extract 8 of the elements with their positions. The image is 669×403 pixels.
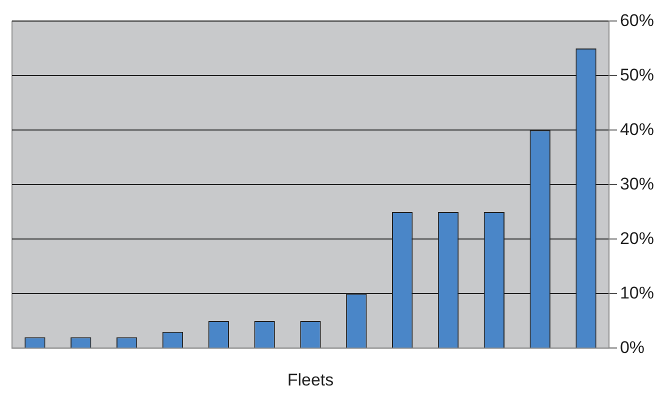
y-tick-label: 60% <box>620 10 654 30</box>
y-tick-label: 40% <box>620 120 654 139</box>
y-tick-label: 10% <box>620 283 654 302</box>
x-axis-title: Fleets <box>287 370 334 390</box>
y-tick-label: 30% <box>620 174 654 194</box>
y-tick-label: 0% <box>620 338 645 357</box>
y-tick-label: 20% <box>620 228 654 248</box>
y-tick-label: 50% <box>620 65 654 84</box>
